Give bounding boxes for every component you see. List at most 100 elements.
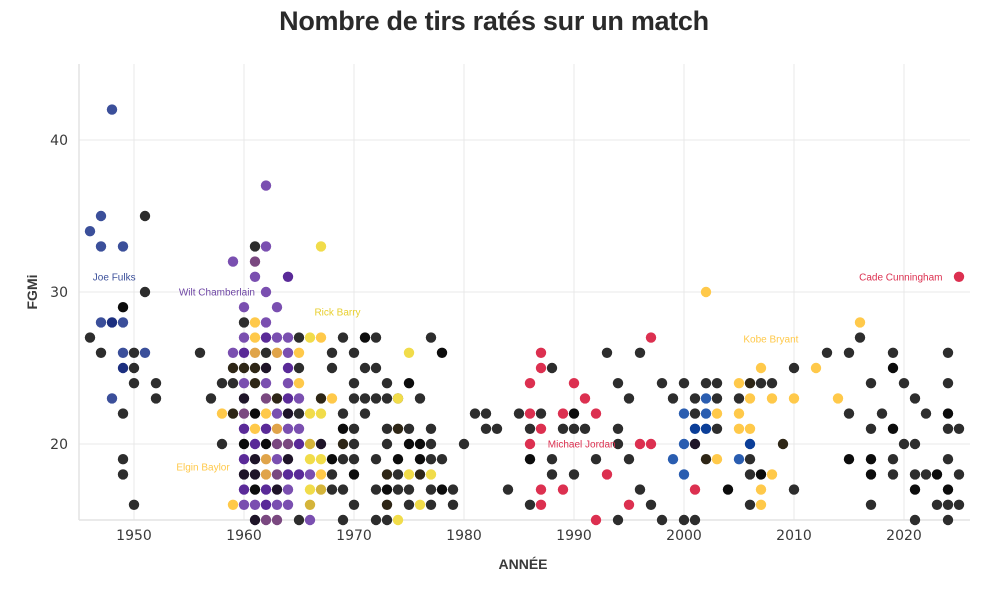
data-point — [601, 469, 613, 480]
data-point — [304, 484, 316, 495]
data-point — [942, 423, 954, 434]
data-point — [535, 408, 547, 419]
data-point — [689, 393, 701, 404]
data-point — [381, 378, 393, 389]
y-tick-label: 30 — [50, 285, 68, 301]
data-point — [711, 454, 723, 465]
data-point — [337, 332, 349, 343]
data-point — [271, 347, 283, 358]
data-point — [392, 423, 404, 434]
data-point — [865, 499, 877, 510]
data-point — [755, 469, 767, 480]
data-point — [733, 423, 745, 434]
data-point — [381, 423, 393, 434]
data-point — [282, 332, 294, 343]
data-point — [733, 454, 745, 465]
data-point — [381, 438, 393, 450]
data-point — [436, 484, 448, 495]
annotation-label: Michael Jordan — [548, 440, 616, 451]
data-point — [832, 393, 844, 404]
data-points — [84, 104, 965, 526]
data-point — [579, 393, 591, 404]
data-point — [678, 438, 690, 450]
data-point — [348, 438, 360, 450]
data-point — [304, 514, 316, 526]
data-point — [282, 378, 294, 389]
data-point — [689, 484, 701, 495]
data-point — [601, 347, 613, 358]
data-point — [84, 332, 96, 343]
data-point — [513, 408, 525, 419]
data-point — [678, 408, 690, 419]
data-point — [678, 378, 690, 389]
data-point — [634, 484, 646, 495]
data-point — [425, 332, 437, 343]
data-point — [909, 393, 921, 404]
data-point — [249, 454, 261, 465]
data-point — [392, 484, 404, 495]
data-point — [260, 484, 272, 495]
data-point — [271, 469, 283, 480]
data-point — [480, 408, 492, 419]
data-point — [425, 499, 437, 510]
chart-title: Nombre de tirs ratés sur un match — [279, 6, 709, 36]
data-point — [249, 408, 261, 419]
data-point — [260, 408, 272, 419]
data-point — [942, 378, 954, 389]
data-point — [249, 469, 261, 480]
data-point — [249, 317, 261, 328]
data-point — [260, 454, 272, 465]
data-point — [260, 241, 272, 252]
data-point — [414, 393, 426, 404]
data-point — [260, 378, 272, 389]
data-point — [612, 378, 624, 389]
data-point — [425, 423, 437, 434]
data-point — [348, 454, 360, 465]
data-point — [260, 332, 272, 343]
data-point — [238, 469, 250, 480]
x-tick-label: 2010 — [776, 528, 812, 544]
data-point — [711, 423, 723, 434]
data-point — [249, 332, 261, 343]
data-point — [414, 499, 426, 510]
data-point — [106, 393, 118, 404]
data-point — [348, 378, 360, 389]
annotations: Joe Fulks Wilt Chamberlain Rick Barry Elgin… — [93, 272, 943, 473]
annotation-label: Cade Cunningham — [859, 272, 942, 283]
data-point — [689, 514, 701, 526]
data-point — [249, 514, 261, 526]
data-point — [315, 454, 327, 465]
data-point — [392, 393, 404, 404]
data-point — [282, 484, 294, 495]
data-point — [249, 271, 261, 282]
data-point — [238, 484, 250, 495]
data-point — [326, 362, 338, 374]
data-point — [700, 454, 712, 465]
data-point — [403, 484, 415, 495]
data-point — [304, 408, 316, 419]
annotation-label: Joe Fulks — [93, 272, 136, 283]
data-point — [84, 226, 96, 237]
data-point — [645, 438, 657, 450]
data-point — [249, 362, 261, 374]
data-point — [315, 484, 327, 495]
data-point — [942, 408, 954, 419]
data-point — [524, 499, 536, 510]
data-point — [755, 499, 767, 510]
data-point — [480, 423, 492, 434]
data-point — [711, 393, 723, 404]
data-point — [260, 347, 272, 358]
data-point — [865, 378, 877, 389]
data-point — [95, 317, 107, 328]
data-point — [777, 438, 789, 450]
x-axis-title: ANNÉE — [498, 556, 547, 572]
data-point — [260, 362, 272, 374]
data-point — [788, 362, 800, 374]
annotation-label: Elgin Baylor — [176, 462, 230, 473]
data-point — [414, 454, 426, 465]
data-point — [337, 484, 349, 495]
data-point — [260, 286, 272, 298]
data-point — [623, 454, 635, 465]
x-tick-label: 1970 — [336, 528, 372, 544]
data-point — [590, 408, 602, 419]
